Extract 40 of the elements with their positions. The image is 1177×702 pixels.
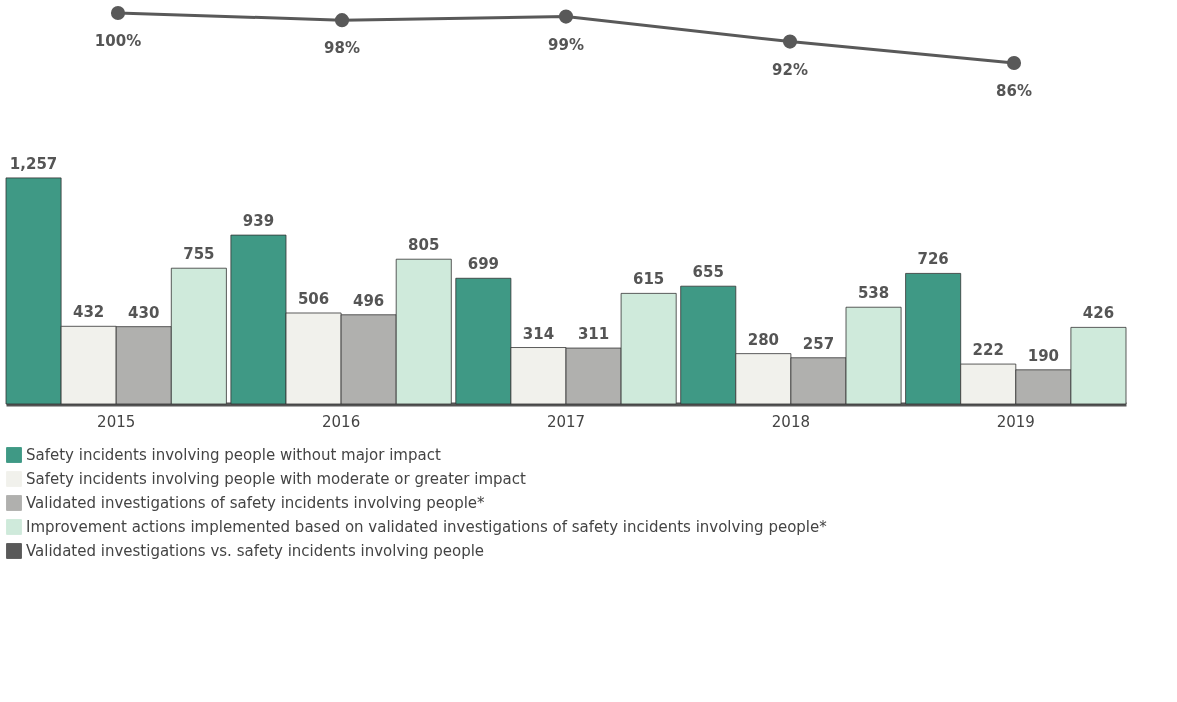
point bbox=[782, 34, 798, 49]
x-tick-label: 2016 bbox=[322, 412, 361, 431]
data-label: 538 bbox=[857, 284, 890, 303]
x-tick-label: 2019 bbox=[996, 412, 1035, 431]
legend-label: Improvement actions implemented based on validated investigations of safety incidents involving people* bbox=[26, 518, 828, 536]
legend-label: Validated investigations of safety incidents involving people* bbox=[26, 494, 486, 512]
point bbox=[110, 5, 126, 21]
data-label: 257 bbox=[802, 334, 835, 353]
data-label: 100% bbox=[94, 32, 142, 50]
data-label: 426 bbox=[1082, 304, 1115, 323]
data-label: 615 bbox=[632, 270, 665, 289]
data-label: 496 bbox=[352, 291, 385, 310]
data-label: 190 bbox=[1027, 346, 1060, 365]
data-label: 755 bbox=[183, 245, 215, 264]
data-label: 430 bbox=[128, 303, 160, 322]
data-label: 805 bbox=[408, 236, 440, 255]
point bbox=[1006, 55, 1022, 71]
x-tick-label: 2018 bbox=[771, 412, 810, 431]
data-label: 939 bbox=[242, 212, 275, 231]
data-label: 1,257 bbox=[9, 154, 58, 173]
point bbox=[334, 13, 350, 28]
legend-label: Safety incidents involving people without major impact bbox=[26, 446, 441, 464]
data-label: 506 bbox=[297, 289, 330, 308]
data-label: 726 bbox=[917, 250, 949, 269]
data-label: 86% bbox=[996, 82, 1032, 100]
data-label: 98% bbox=[324, 39, 360, 58]
data-label: 92% bbox=[772, 60, 808, 79]
data-label: 314 bbox=[522, 324, 555, 343]
data-label: 655 bbox=[692, 263, 724, 282]
x-tick-label: 2015 bbox=[97, 412, 136, 431]
data-label: 222 bbox=[972, 341, 1004, 360]
data-label: 432 bbox=[72, 303, 105, 322]
data-label: 99% bbox=[548, 35, 584, 54]
legend-label: Safety incidents involving people with moderate or greater impact bbox=[26, 470, 526, 488]
data-label: 699 bbox=[467, 255, 500, 274]
data-label: 311 bbox=[577, 325, 610, 344]
data-label: 280 bbox=[747, 330, 780, 349]
point bbox=[558, 9, 574, 24]
x-tick-label: 2017 bbox=[546, 412, 586, 431]
legend-label: Validated investigations vs. safety incidents involving people bbox=[26, 542, 485, 560]
